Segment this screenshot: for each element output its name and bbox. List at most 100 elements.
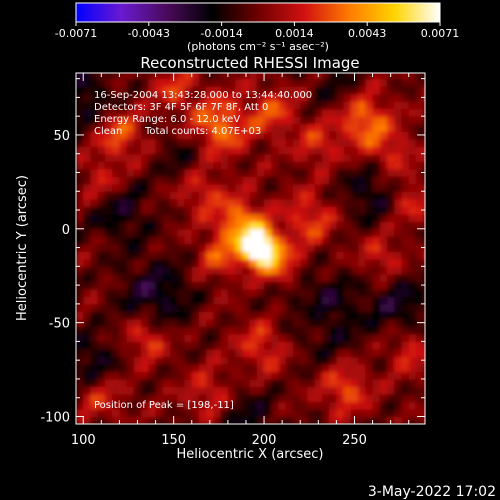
heatmap-cell	[90, 213, 99, 222]
heatmap-cell	[148, 138, 157, 147]
heatmap-cell	[220, 251, 229, 260]
heatmap-cell	[76, 333, 84, 343]
heatmap-cell	[358, 311, 366, 320]
heatmap-cell	[162, 228, 171, 237]
heatmap-cell	[235, 401, 243, 410]
heatmap-cell	[365, 356, 374, 365]
heatmap-cell	[97, 213, 106, 222]
heatmap-cell	[213, 183, 222, 192]
heatmap-cell	[213, 161, 222, 170]
heatmap-cell	[336, 251, 345, 260]
heatmap-cell	[90, 326, 99, 335]
heatmap-cell	[271, 273, 280, 282]
heatmap-cell	[336, 386, 345, 395]
heatmap-cell	[133, 378, 142, 388]
heatmap-cell	[300, 258, 309, 267]
heatmap-cell	[90, 363, 99, 373]
heatmap-cell	[285, 198, 294, 207]
heatmap-cell	[177, 131, 186, 140]
heatmap-cell	[104, 333, 113, 343]
y-tick-label: 50	[53, 129, 70, 144]
heatmap-cell	[379, 393, 388, 403]
heatmap-cell	[177, 146, 186, 155]
heatmap-cell	[112, 356, 120, 365]
heatmap-cell	[83, 386, 92, 395]
heatmap-cell	[271, 318, 280, 327]
heatmap-cell	[119, 333, 128, 343]
heatmap-cell	[401, 191, 410, 200]
heatmap-cell	[235, 363, 243, 373]
heatmap-cell	[336, 101, 345, 110]
heatmap-cell	[394, 183, 403, 192]
heatmap-cell	[379, 206, 388, 215]
heatmap-cell	[365, 131, 374, 140]
heatmap-cell	[278, 356, 287, 365]
heatmap-cell	[76, 273, 84, 282]
heatmap-cell	[415, 93, 424, 102]
heatmap-cell	[97, 341, 106, 350]
heatmap-cell	[379, 296, 388, 305]
heatmap-cell	[408, 116, 417, 125]
heatmap-cell	[249, 206, 258, 215]
heatmap-cell	[358, 326, 366, 335]
heatmap-cell	[264, 146, 272, 155]
heatmap-cell	[307, 101, 316, 110]
heatmap-cell	[271, 371, 280, 380]
heatmap-cell	[314, 348, 323, 358]
heatmap-cell	[329, 296, 337, 305]
heatmap-cell	[256, 153, 265, 162]
heatmap-cell	[365, 273, 374, 282]
heatmap-cell	[264, 213, 272, 222]
heatmap-cell	[336, 138, 345, 147]
heatmap-cell	[177, 378, 186, 388]
heatmap-cell	[264, 356, 272, 365]
heatmap-cell	[220, 281, 229, 290]
heatmap-cell	[365, 101, 374, 110]
heatmap-cell	[83, 116, 92, 125]
heatmap-cell	[321, 386, 330, 395]
heatmap-cell	[379, 213, 388, 222]
heatmap-cell	[83, 266, 92, 275]
heatmap-cell	[104, 123, 113, 132]
heatmap-cell	[314, 393, 323, 403]
heatmap-cell	[423, 191, 425, 200]
heatmap-cell	[336, 93, 345, 102]
heatmap-cell	[365, 378, 374, 388]
heatmap-cell	[119, 221, 128, 230]
heatmap-cell	[314, 243, 323, 252]
heatmap-cell	[365, 281, 374, 290]
heatmap-cell	[148, 78, 157, 87]
heatmap-cell	[198, 318, 207, 327]
heatmap-cell	[141, 198, 149, 207]
heatmap-cell	[264, 416, 272, 424]
heatmap-cell	[227, 153, 236, 162]
heatmap-cell	[314, 93, 323, 102]
heatmap-cell	[97, 363, 106, 373]
heatmap-cell	[292, 131, 301, 140]
heatmap-cell	[126, 191, 135, 200]
heatmap-cell	[264, 408, 272, 418]
colorbar	[75, 2, 441, 23]
heatmap-cell	[401, 176, 410, 185]
heatmap-cell	[343, 73, 352, 80]
heatmap-cell	[408, 281, 417, 290]
heatmap-cell	[155, 401, 164, 410]
heatmap-cell	[358, 213, 366, 222]
heatmap-cell	[350, 378, 359, 388]
heatmap-cell	[264, 326, 272, 335]
heatmap-cell	[141, 311, 149, 320]
heatmap-cell	[213, 138, 222, 147]
heatmap-cell	[271, 86, 280, 95]
heatmap-cell	[271, 408, 280, 418]
heatmap-cell	[97, 86, 106, 95]
heatmap-cell	[300, 153, 309, 162]
heatmap-cell	[104, 78, 113, 87]
heatmap-cell	[126, 116, 135, 125]
heatmap-cell	[170, 326, 178, 335]
heatmap-cell	[387, 108, 395, 117]
heatmap-cell	[148, 401, 157, 410]
heatmap-cell	[271, 326, 280, 335]
heatmap-cell	[278, 86, 287, 95]
heatmap-cell	[162, 116, 171, 125]
